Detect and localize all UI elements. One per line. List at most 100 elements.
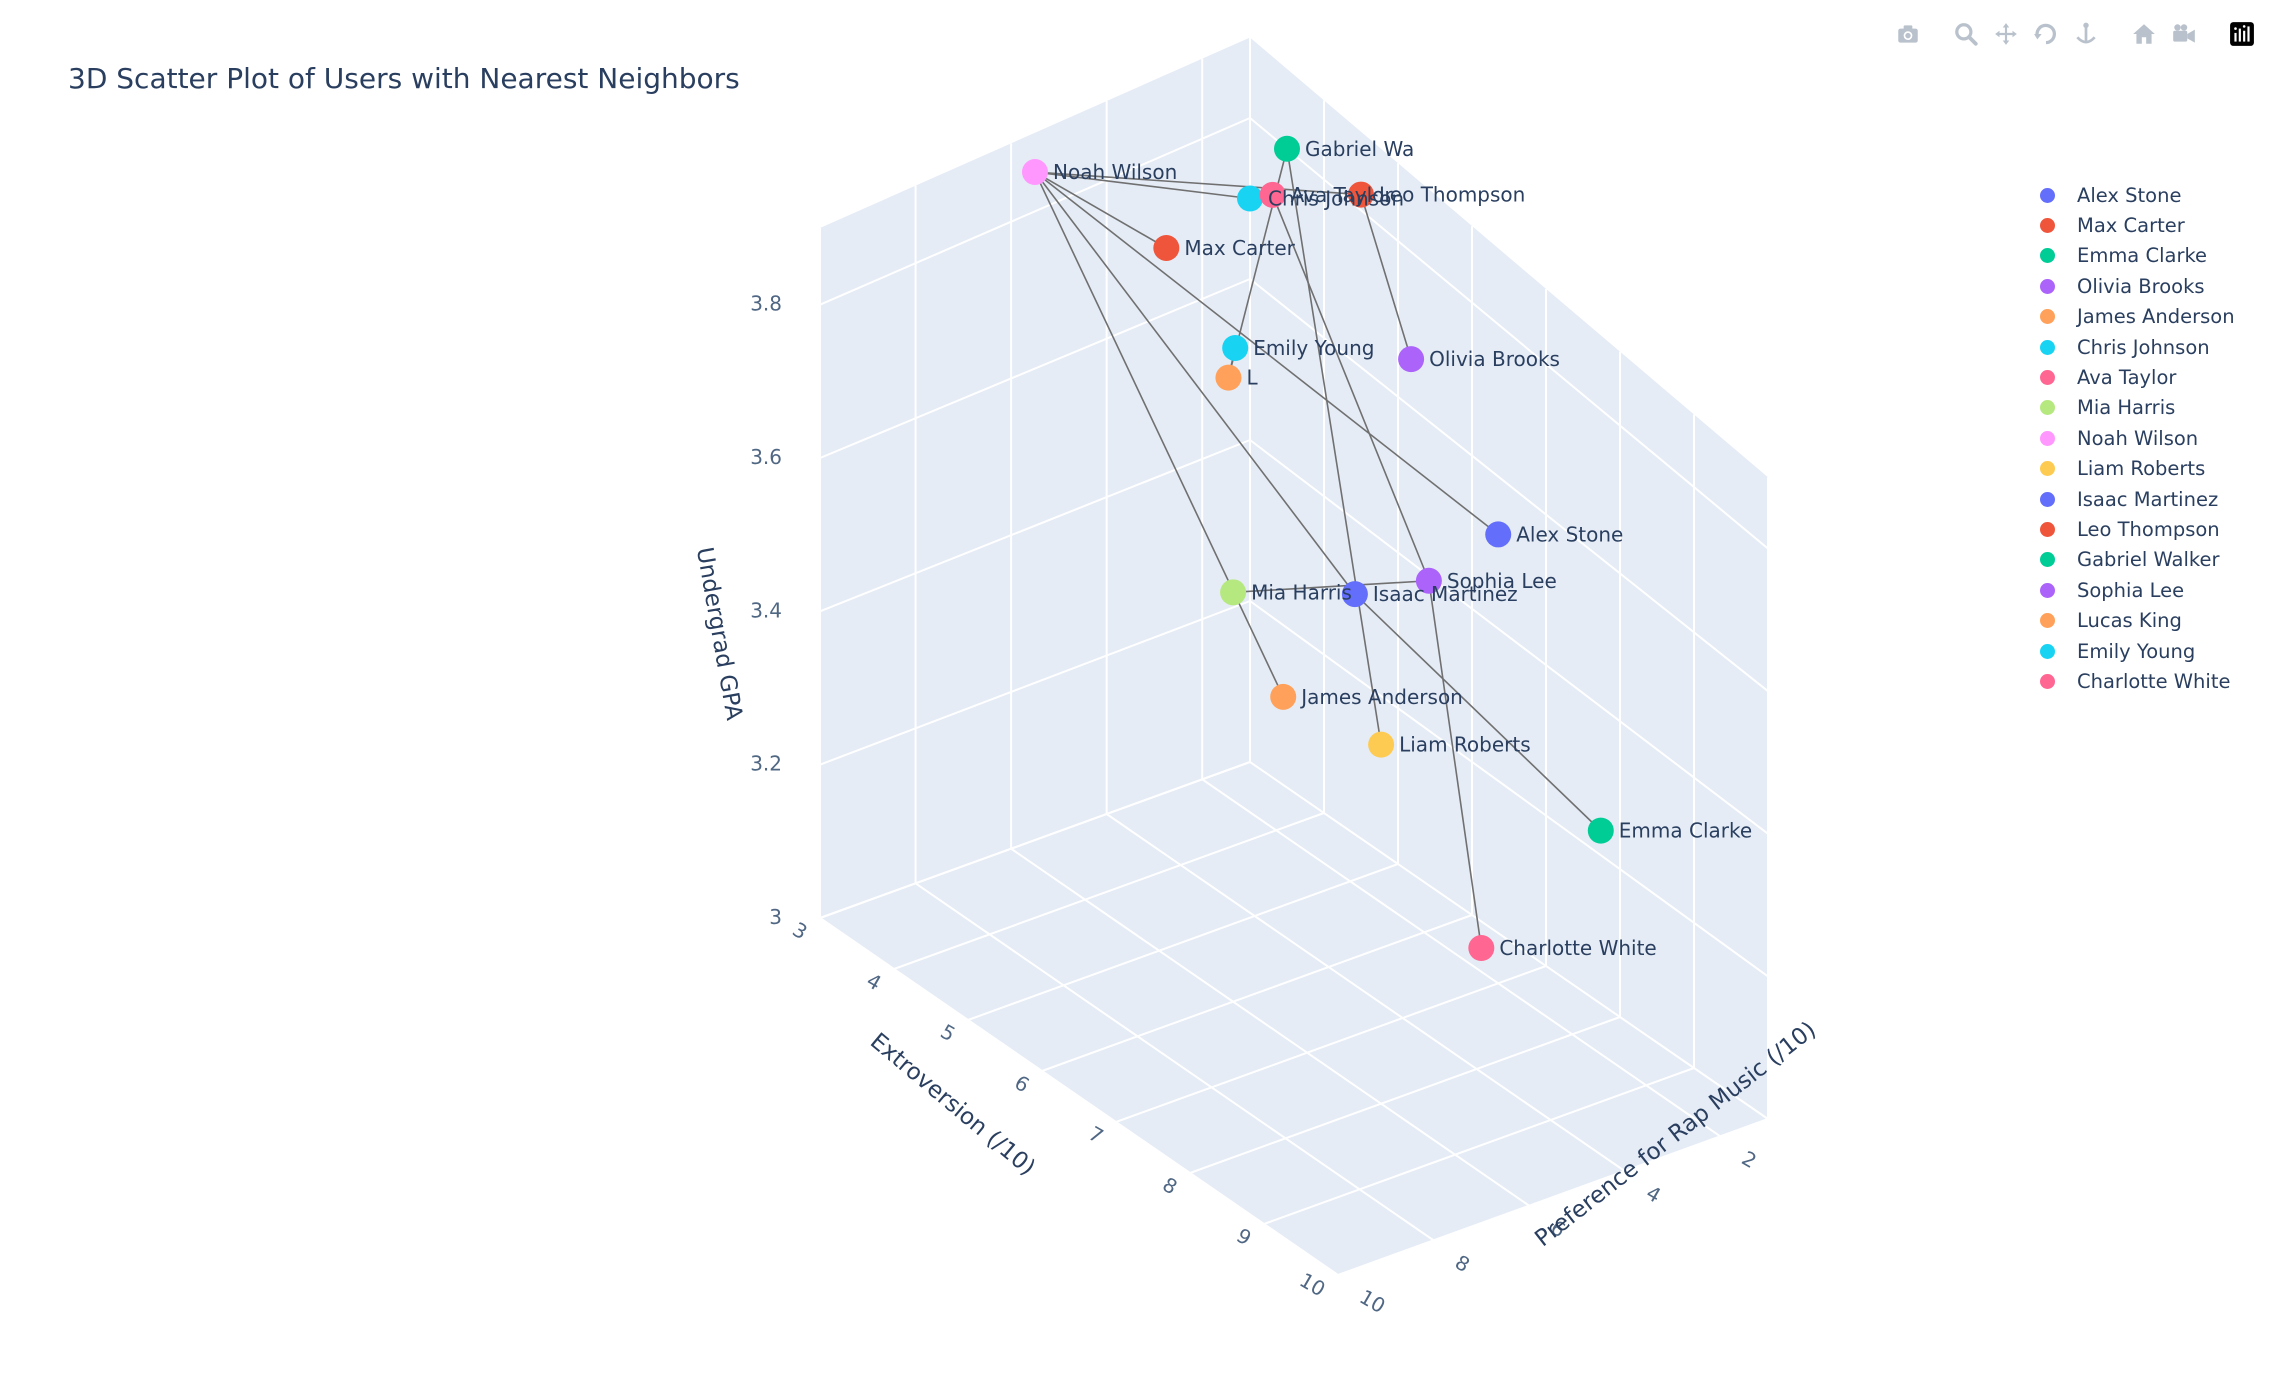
grid-line-x (1106, 813, 1626, 1172)
grid-line-x (819, 917, 1339, 1276)
legend-label: Chris Johnson (2077, 335, 2210, 359)
neighbor-edge (1034, 171, 1499, 536)
data-label: Gabriel Wa (1305, 137, 1414, 161)
legend-label: Ava Taylor (2077, 366, 2177, 390)
legend-item[interactable]: Mia Harris (2035, 393, 2235, 423)
tick-label-x: 8 (1451, 1250, 1474, 1277)
legend-label: Isaac Martinez (2077, 487, 2219, 511)
grid-line-y (1115, 965, 1547, 1123)
legend-label: Emma Clarke (2077, 244, 2208, 268)
tick-label-z: 3.6 (750, 445, 782, 469)
legend-item[interactable]: Emma Clarke (2035, 241, 2235, 271)
legend-item[interactable]: Alex Stone (2035, 180, 2235, 210)
legend-item[interactable]: Emily Young (2035, 636, 2235, 666)
tick-label-x: 4 (1642, 1181, 1665, 1208)
grid-line-z (1249, 600, 1769, 978)
legend-label: James Anderson (2077, 305, 2235, 329)
orbit-rotate-icon[interactable] (2030, 18, 2062, 50)
data-label: Emma Clarke (1619, 819, 1752, 843)
data-label: Leo Thompson (1379, 183, 1525, 207)
camera-icon[interactable] (1892, 18, 1924, 50)
camera-last-save-icon[interactable] (2168, 18, 2200, 50)
data-point[interactable] (1270, 683, 1297, 710)
legend: Alex Stone Max Carter Emma Clarke Olivia Br… (2035, 180, 2235, 697)
legend-swatch (2040, 400, 2055, 416)
data-point[interactable] (1348, 181, 1374, 208)
grid-line-z (1249, 761, 1769, 1120)
legend-label: Sophia Lee (2077, 578, 2185, 602)
data-point[interactable] (1222, 334, 1249, 361)
data-label: Isaac Martinez (1373, 582, 1518, 606)
legend-item[interactable]: Leo Thompson (2035, 514, 2235, 544)
legend-label: Charlotte White (2077, 669, 2231, 693)
legend-swatch (2040, 187, 2055, 203)
data-label: Max Carter (1184, 236, 1295, 260)
legend-item[interactable]: Gabriel Walker (2035, 545, 2235, 575)
data-point[interactable] (1237, 185, 1263, 212)
data-point[interactable] (1587, 817, 1614, 844)
tick-label-z: 3.8 (750, 292, 782, 316)
data-point[interactable] (1485, 521, 1512, 548)
grid-line-z (819, 439, 1251, 613)
data-point[interactable] (1215, 364, 1242, 391)
legend-label: Gabriel Walker (2077, 548, 2220, 572)
legend-label: Olivia Brooks (2077, 274, 2205, 298)
tick-label-z: 3.4 (750, 598, 782, 622)
data-label: Charlotte White (1499, 936, 1656, 960)
neighbor-edge (1034, 171, 1167, 249)
legend-item[interactable]: Max Carter (2035, 210, 2235, 240)
legend-label: Max Carter (2077, 214, 2185, 238)
data-label: Mia Harris (1251, 580, 1352, 604)
data-point[interactable] (1153, 234, 1180, 261)
legend-item[interactable]: James Anderson (2035, 302, 2235, 332)
legend-item[interactable]: Liam Roberts (2035, 454, 2235, 484)
data-label: Sophia Lee (1447, 569, 1557, 593)
legend-swatch (2040, 552, 2055, 568)
grid-line-y (1041, 914, 1473, 1072)
legend-item[interactable]: Isaac Martinez (2035, 484, 2235, 514)
legend-item[interactable]: Lucas King (2035, 605, 2235, 635)
legend-swatch (2040, 613, 2055, 629)
data-point[interactable] (1368, 731, 1395, 758)
plotly-logo-icon[interactable] (2226, 18, 2258, 50)
legend-item[interactable]: Sophia Lee (2035, 575, 2235, 605)
tick-label-z: 3 (769, 905, 782, 929)
pan-icon[interactable] (1990, 18, 2022, 50)
grid-line-z (819, 278, 1251, 459)
tick-label-y: 5 (936, 1019, 959, 1046)
turntable-icon[interactable] (2070, 18, 2102, 50)
legend-item[interactable]: Noah Wilson (2035, 423, 2235, 453)
tick-label-y: 9 (1232, 1223, 1255, 1250)
data-point[interactable] (1274, 135, 1300, 162)
tick-label-y: 8 (1158, 1172, 1181, 1199)
data-point[interactable] (1220, 579, 1247, 606)
tick-label-y: 6 (1010, 1070, 1033, 1097)
grid-line-y (967, 863, 1399, 1021)
data-point[interactable] (1341, 581, 1368, 608)
legend-swatch (2040, 521, 2055, 537)
legend-swatch (2040, 491, 2055, 507)
legend-swatch (2040, 430, 2055, 446)
data-point[interactable] (1398, 346, 1425, 373)
legend-item[interactable]: Olivia Brooks (2035, 271, 2235, 301)
data-point[interactable] (1468, 935, 1495, 962)
data-label: Olivia Brooks (1429, 347, 1560, 371)
legend-swatch (2040, 218, 2055, 234)
data-point[interactable] (1415, 567, 1442, 594)
legend-item[interactable]: Charlotte White (2035, 666, 2235, 696)
home-icon[interactable] (2128, 18, 2160, 50)
neighbor-edge (1428, 580, 1483, 949)
tick-label-y: 4 (862, 968, 885, 995)
legend-item[interactable]: Chris Johnson (2035, 332, 2235, 362)
grid-line-z (1249, 117, 1769, 550)
data-point[interactable] (1022, 159, 1048, 186)
zoom-icon[interactable] (1950, 18, 1982, 50)
legend-swatch (2040, 309, 2055, 325)
data-label: James Anderson (1299, 685, 1463, 709)
grid-line-x (914, 882, 1435, 1242)
legend-item[interactable]: Ava Taylor (2035, 362, 2235, 392)
tick-label-x: 2 (1738, 1146, 1761, 1173)
data-point[interactable] (1259, 181, 1286, 208)
